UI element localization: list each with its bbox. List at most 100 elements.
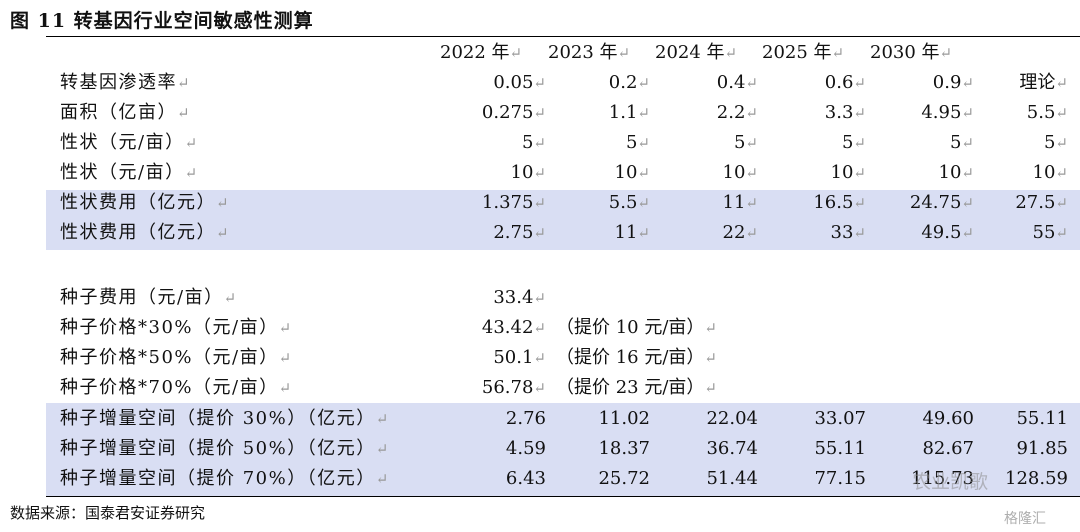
return-mark: ↵ — [617, 44, 631, 62]
column-header: 2023 年↵ — [548, 42, 631, 63]
table-row: 性状费用（亿元）↵ 1.375↵ 5.5↵ 11↵ 16.5↵ 24.75↵ 27.5↵ — [0, 188, 1080, 218]
return-mark: ↵ — [637, 104, 650, 122]
highlight-band-seed-increment — [46, 403, 1080, 496]
return-mark: ↵ — [533, 379, 546, 397]
return-mark: ↵ — [961, 194, 974, 212]
table-cell: 22.04 — [706, 408, 758, 429]
table-cell: 10↵ — [938, 162, 974, 183]
return-mark: ↵ — [216, 224, 231, 242]
return-mark: ↵ — [278, 349, 293, 367]
table-cell: 0.4↵ — [716, 72, 758, 93]
return-mark: ↵ — [533, 194, 546, 212]
return-mark: ↵ — [184, 134, 199, 152]
return-mark: ↵ — [533, 349, 546, 367]
table-row: 种子价格*70%（元/亩）↵ 56.78↵ （提价 23 元/亩）↵ — [0, 373, 1080, 403]
table-row: 种子增量空间（提价 70%）（亿元）↵ 6.43 25.72 51.44 77.15 11… — [0, 464, 1080, 494]
table-cell: 49.60 — [922, 408, 974, 429]
return-mark: ↵ — [637, 134, 650, 152]
return-mark: ↵ — [177, 74, 192, 92]
row-label: 性状（元/亩）↵ — [60, 132, 199, 153]
return-mark: ↵ — [216, 194, 231, 212]
table-cell: 55↵ — [1032, 222, 1068, 243]
table-cell: 56.78↵ — [481, 377, 546, 398]
return-mark: ↵ — [533, 224, 546, 242]
table-row: 种子价格*50%（元/亩）↵ 50.1↵ （提价 16 元/亩）↵ — [0, 343, 1080, 373]
row-label: 面积（亿亩）↵ — [60, 102, 192, 123]
return-mark: ↵ — [278, 379, 293, 397]
return-mark: ↵ — [853, 74, 866, 92]
row-label: 种子价格*70%（元/亩）↵ — [60, 377, 293, 398]
table-cell: 115.73 — [911, 468, 974, 489]
return-mark: ↵ — [853, 194, 866, 212]
return-mark: ↵ — [533, 319, 546, 337]
table-cell: 11↵ — [614, 222, 650, 243]
table-cell: 36.74 — [706, 438, 758, 459]
table-cell: 55.11 — [1016, 408, 1068, 429]
table-row: 性状（元/亩）↵ 5↵ 5↵ 5↵ 5↵ 5↵ 5↵ — [0, 128, 1080, 158]
return-mark: ↵ — [1055, 194, 1068, 212]
return-mark: ↵ — [509, 44, 523, 62]
return-mark: ↵ — [637, 224, 650, 242]
table-row: 性状费用（亿元）↵ 2.75↵ 11↵ 22↵ 33↵ 49.5↵ 55↵ — [0, 218, 1080, 248]
table-cell: 18.37 — [598, 438, 650, 459]
price-note: （提价 16 元/亩）↵ — [556, 347, 717, 368]
table-cell: 91.85 — [1016, 438, 1068, 459]
column-header: 2025 年↵ — [762, 42, 845, 63]
table-cell: 5↵ — [841, 132, 866, 153]
column-header: 2024 年↵ — [655, 42, 738, 63]
return-mark: ↵ — [939, 44, 953, 62]
return-mark: ↵ — [1055, 134, 1068, 152]
table-cell: 0.2↵ — [608, 72, 650, 93]
return-mark: ↵ — [745, 104, 758, 122]
table-cell: 10↵ — [510, 162, 546, 183]
return-mark: ↵ — [961, 74, 974, 92]
return-mark: ↵ — [533, 289, 546, 307]
table-cell: 49.5↵ — [921, 222, 974, 243]
table-row: 面积（亿亩）↵ 0.275↵ 1.1↵ 2.2↵ 3.3↵ 4.95↵ 5.5↵ — [0, 98, 1080, 128]
table-row: 种子增量空间（提价 30%）（亿元）↵ 2.76 11.02 22.04 33.07 49… — [0, 404, 1080, 434]
table-bottom-rule — [46, 496, 1080, 497]
return-mark: ↵ — [853, 104, 866, 122]
return-mark: ↵ — [961, 134, 974, 152]
return-mark: ↵ — [724, 44, 738, 62]
return-mark: ↵ — [704, 349, 717, 367]
return-mark: ↵ — [278, 319, 293, 337]
table-cell: 5.5↵ — [1026, 102, 1068, 123]
return-mark: ↵ — [853, 164, 866, 182]
price-note: （提价 23 元/亩）↵ — [556, 377, 717, 398]
table-row: 种子价格*30%（元/亩）↵ 43.42↵ （提价 10 元/亩）↵ — [0, 313, 1080, 343]
row-label: 种子价格*30%（元/亩）↵ — [60, 317, 293, 338]
table-cell: 2.76 — [505, 408, 546, 429]
site-watermark: 格隆汇 — [1004, 511, 1046, 527]
table-cell: 24.75↵ — [909, 192, 974, 213]
table-cell: 51.44 — [706, 468, 758, 489]
table-cell: 50.1↵ — [493, 347, 546, 368]
table-header-row: 2022 年↵ 2023 年↵ 2024 年↵ 2025 年↵ 2030 年↵ — [0, 38, 1080, 68]
table-cell: 5↵ — [1043, 132, 1068, 153]
table-cell: 0.6↵ — [824, 72, 866, 93]
table-cell: 5↵ — [625, 132, 650, 153]
return-mark: ↵ — [1055, 74, 1068, 92]
return-mark: ↵ — [961, 104, 974, 122]
table-top-rule — [46, 36, 1080, 37]
table-row: 种子增量空间（提价 50%）（亿元）↵ 4.59 18.37 36.74 55.11 82… — [0, 434, 1080, 464]
return-mark: ↵ — [961, 164, 974, 182]
table-cell: 理论↵ — [1019, 72, 1068, 93]
return-mark: ↵ — [184, 164, 199, 182]
table-cell: 33↵ — [830, 222, 866, 243]
table-cell: 77.15 — [814, 468, 866, 489]
column-header: 2022 年↵ — [440, 42, 523, 63]
table-cell: 11↵ — [722, 192, 758, 213]
table-cell: 5.5↵ — [608, 192, 650, 213]
table-cell: 82.67 — [922, 438, 974, 459]
row-label: 性状费用（亿元）↵ — [60, 222, 231, 243]
return-mark: ↵ — [745, 74, 758, 92]
wechat-watermark: 农业凯歌 — [912, 471, 989, 493]
table-row: 转基因渗透率↵ 0.05↵ 0.2↵ 0.4↵ 0.6↵ 0.9↵ 理论↵ — [0, 68, 1080, 98]
row-label: 种子增量空间（提价 50%）（亿元）↵ — [60, 438, 390, 459]
table-cell: 25.72 — [598, 468, 650, 489]
table-cell: 10↵ — [722, 162, 758, 183]
highlight-band-trait-cost — [46, 190, 1080, 250]
return-mark: ↵ — [375, 470, 390, 488]
table-cell: 0.275↵ — [481, 102, 546, 123]
